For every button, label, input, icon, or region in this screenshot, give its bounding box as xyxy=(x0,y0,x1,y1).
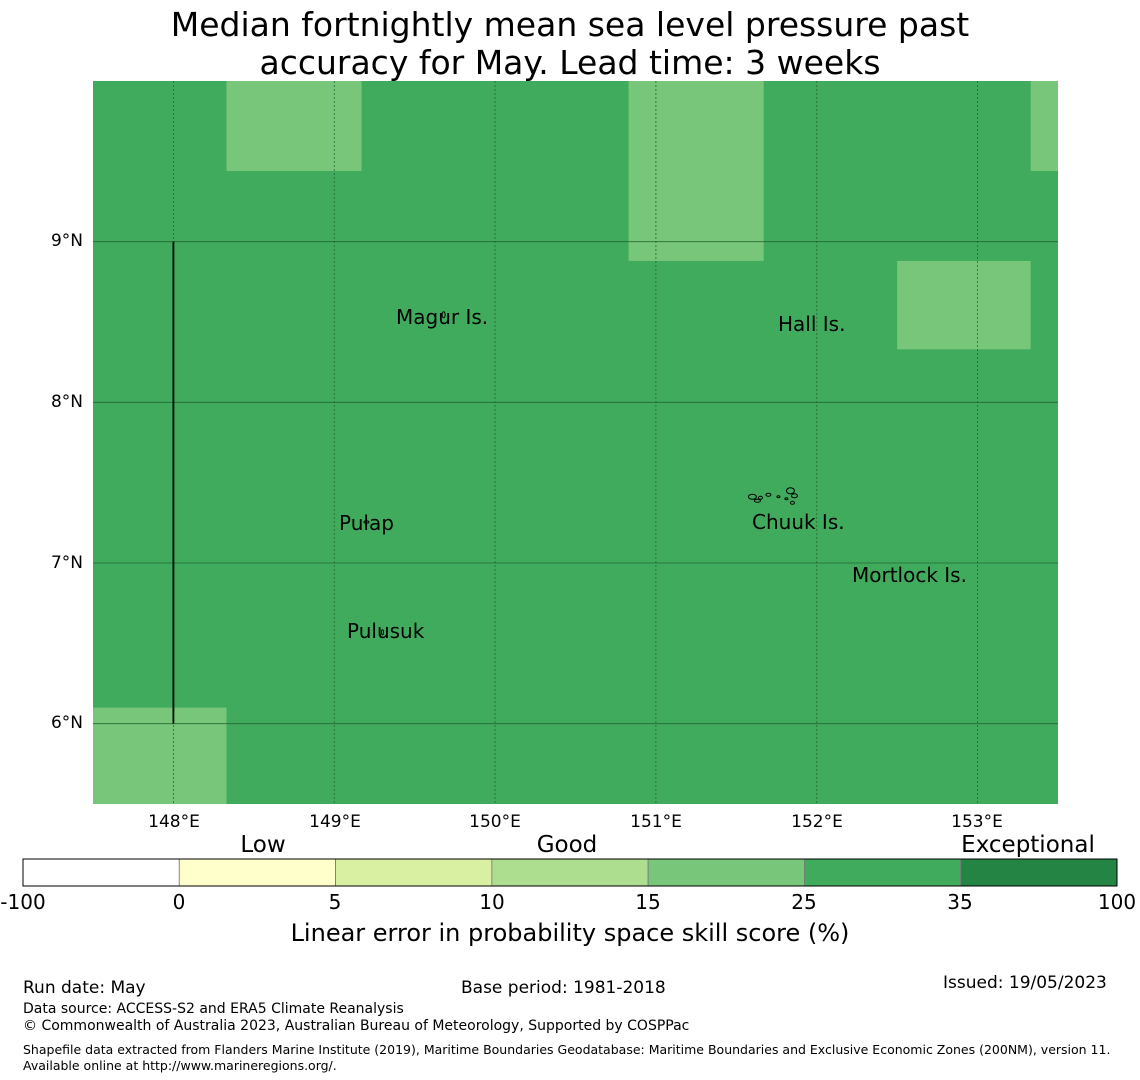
colorbar-title: Linear error in probability space skill … xyxy=(290,919,850,947)
issued-date: Issued: 19/05/2023 xyxy=(943,973,1107,993)
legend-category-low: Low xyxy=(240,832,286,858)
map-title-line-1: Median fortnightly mean sea level pressu… xyxy=(170,5,970,44)
colorbar-frame xyxy=(22,858,1118,887)
colorbar-tick-label: -100 xyxy=(0,890,46,914)
map-title-line-2: accuracy for May. Lead time: 3 weeks xyxy=(259,43,881,82)
colorbar-tick-label: 100 xyxy=(1097,890,1137,914)
lat-tick-label-9n: 9°N xyxy=(50,231,83,251)
data-source: Data source: ACCESS-S2 and ERA5 Climate … xyxy=(23,1001,404,1017)
skill-cell xyxy=(897,260,1031,350)
base-period: Base period: 1981-2018 xyxy=(461,978,666,998)
skill-cell xyxy=(1030,81,1058,171)
map-field xyxy=(93,81,1058,804)
lat-tick-label-8n: 8°N xyxy=(50,392,83,412)
colorbar-tick-label: 35 xyxy=(947,890,973,914)
skill-cell xyxy=(226,81,362,171)
colorbar-tick-label: 25 xyxy=(791,890,817,914)
lon-tick-label-148e: 148°E xyxy=(148,812,200,832)
skill-cell xyxy=(628,81,764,261)
skill-score-map xyxy=(93,81,1058,804)
colorbar-tick-label: 0 xyxy=(172,890,186,914)
place-label-magur: Magur Is. xyxy=(396,305,489,329)
lon-tick-label-149e: 149°E xyxy=(309,812,361,832)
place-label-pulusuk: Pulusuk xyxy=(347,619,425,643)
colorbar-tick-label: 15 xyxy=(635,890,661,914)
lat-tick-label-6n: 6°N xyxy=(50,713,83,733)
colorbar-tick-label: 5 xyxy=(328,890,342,914)
lon-tick-label-152e: 152°E xyxy=(791,812,843,832)
island-chuuk xyxy=(789,500,795,505)
map-title: Median fortnightly mean sea level pressu… xyxy=(0,6,1140,82)
colorbar-bin xyxy=(647,858,805,887)
copyright: © Commonwealth of Australia 2023, Austra… xyxy=(23,1018,690,1034)
colorbar-bin xyxy=(804,858,962,887)
shapefile-note: Shapefile data extracted from Flanders M… xyxy=(23,1042,1111,1073)
skill-cell xyxy=(93,707,227,804)
lon-tick-label-151e: 151°E xyxy=(630,812,682,832)
legend-category-good: Good xyxy=(536,832,598,858)
place-label-pulap: Pulap xyxy=(339,511,394,535)
island-pulusuk xyxy=(381,629,384,636)
island-chuuk xyxy=(785,487,795,495)
lon-tick-label-153e: 153°E xyxy=(951,812,1003,832)
island-chuuk xyxy=(776,495,781,499)
place-label-mortlock: Mortlock Is. xyxy=(852,563,967,587)
colorbar-bin xyxy=(178,858,336,887)
colorbar-bin xyxy=(960,858,1118,887)
colorbar-bin xyxy=(22,858,180,887)
island-pulap xyxy=(363,520,370,524)
place-label-chuuk: Chuuk Is. xyxy=(752,510,845,534)
colorbar-bin xyxy=(491,858,649,887)
island-magur xyxy=(441,311,446,319)
island-chuuk xyxy=(790,493,798,499)
colorbar-bin xyxy=(335,858,493,887)
island-chuuk xyxy=(757,495,763,500)
run-date: Run date: May xyxy=(23,978,146,998)
legend-category-exceptional: Exceptional xyxy=(961,832,1095,858)
lat-tick-label-7n: 7°N xyxy=(50,553,83,573)
island-chuuk xyxy=(765,492,772,497)
colorbar xyxy=(22,858,1118,887)
island-chuuk xyxy=(747,493,757,500)
place-label-hall: Hall Is. xyxy=(778,312,846,336)
colorbar-tick-label: 10 xyxy=(479,890,505,914)
lon-tick-label-150e: 150°E xyxy=(469,812,521,832)
island-chuuk xyxy=(753,498,761,503)
island-chuuk xyxy=(784,497,789,501)
